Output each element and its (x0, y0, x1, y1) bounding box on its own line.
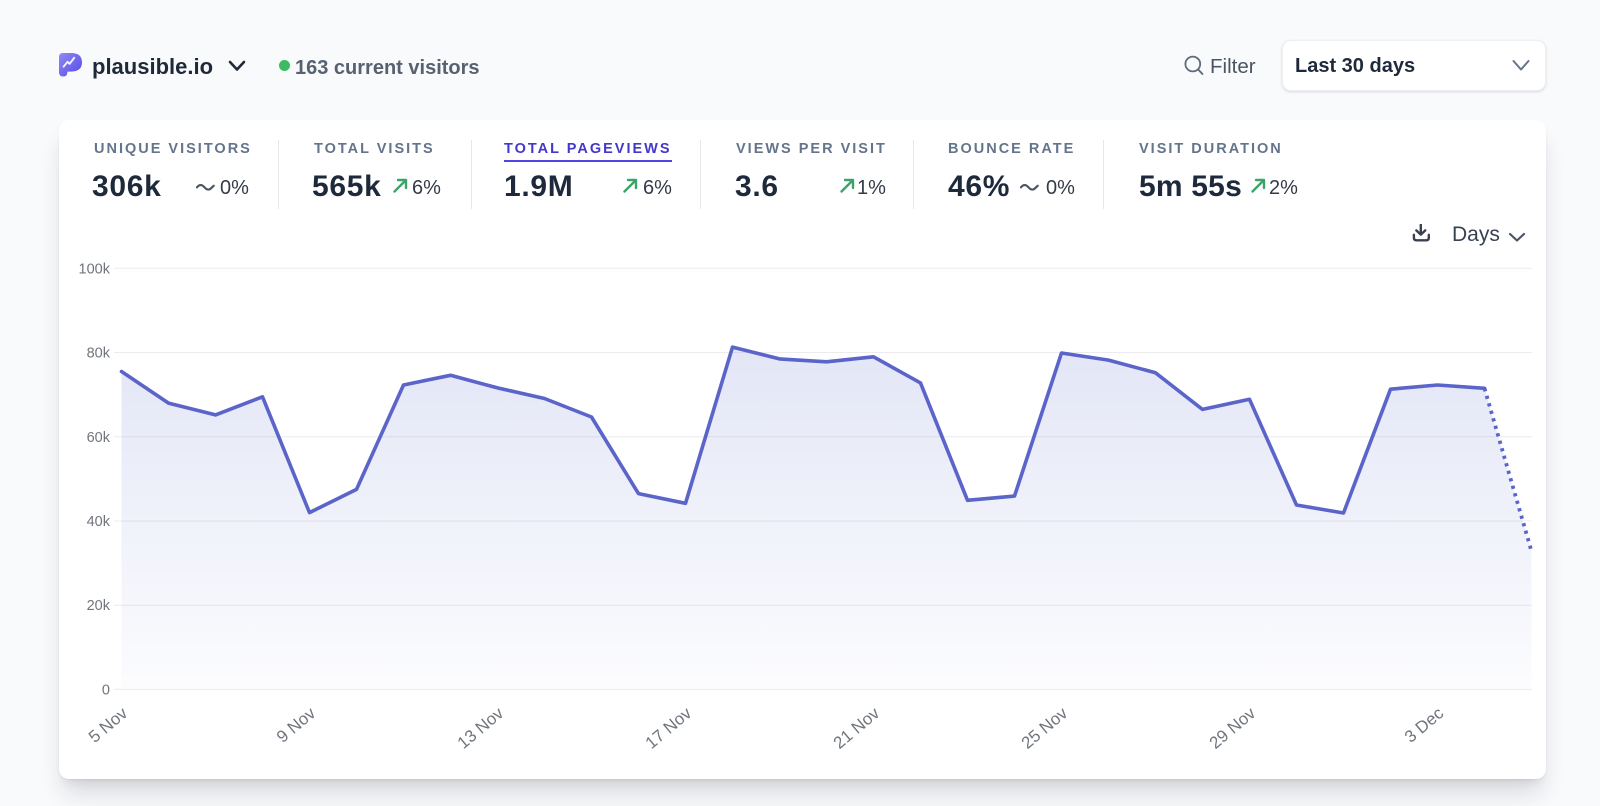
svg-text:0: 0 (102, 682, 110, 698)
svg-text:21 Nov: 21 Nov (830, 703, 884, 752)
svg-text:25 Nov: 25 Nov (1018, 703, 1072, 752)
svg-text:80k: 80k (87, 346, 111, 362)
svg-text:5 Nov: 5 Nov (85, 703, 132, 746)
svg-text:60k: 60k (87, 430, 111, 446)
svg-text:13 Nov: 13 Nov (454, 703, 508, 752)
svg-text:3 Dec: 3 Dec (1401, 703, 1448, 746)
svg-text:29 Nov: 29 Nov (1206, 703, 1260, 752)
svg-text:20k: 20k (87, 598, 111, 614)
svg-text:100k: 100k (79, 261, 111, 277)
svg-text:17 Nov: 17 Nov (642, 703, 696, 752)
svg-text:40k: 40k (87, 514, 111, 530)
svg-text:9 Nov: 9 Nov (273, 703, 320, 746)
